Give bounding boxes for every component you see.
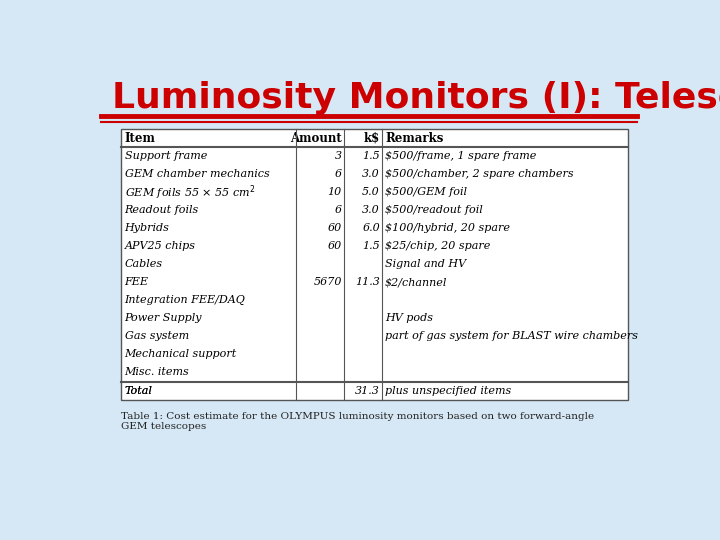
Text: 1.5: 1.5 [362, 151, 380, 161]
Text: part of gas system for BLAST wire chambers: part of gas system for BLAST wire chambe… [385, 332, 638, 341]
Text: 3: 3 [335, 151, 342, 161]
Text: 5.0: 5.0 [362, 187, 380, 197]
Text: Total: Total [125, 386, 153, 395]
Text: HV pods: HV pods [385, 313, 433, 323]
Text: Remarks: Remarks [385, 132, 444, 145]
Text: Hybrids: Hybrids [125, 224, 169, 233]
Text: Integration FEE/DAQ: Integration FEE/DAQ [125, 295, 246, 306]
Text: Signal and HV: Signal and HV [385, 259, 466, 269]
Text: Table 1: Cost estimate for the OLYMPUS luminosity monitors based on two forward-: Table 1: Cost estimate for the OLYMPUS l… [121, 412, 594, 431]
Text: Luminosity Monitors (I): Telescopes: Luminosity Monitors (I): Telescopes [112, 82, 720, 116]
FancyBboxPatch shape [121, 129, 629, 400]
Text: $100/hybrid, 20 spare: $100/hybrid, 20 spare [385, 224, 510, 233]
Text: k$: k$ [364, 132, 380, 145]
Text: 11.3: 11.3 [355, 278, 380, 287]
Text: 60: 60 [328, 241, 342, 251]
Text: Item: Item [125, 132, 156, 145]
Text: Support frame: Support frame [125, 151, 207, 161]
Text: 6: 6 [335, 170, 342, 179]
Text: 60: 60 [328, 224, 342, 233]
Text: GEM foils 55 $\times$ 55 cm$^2$: GEM foils 55 $\times$ 55 cm$^2$ [125, 183, 255, 201]
Text: Readout foils: Readout foils [125, 205, 199, 215]
Text: $500/frame, 1 spare frame: $500/frame, 1 spare frame [385, 151, 536, 161]
Text: Amount: Amount [290, 132, 342, 145]
Text: 3.0: 3.0 [362, 170, 380, 179]
Text: Gas system: Gas system [125, 332, 189, 341]
Text: $500/chamber, 2 spare chambers: $500/chamber, 2 spare chambers [385, 170, 574, 179]
Text: $500/readout foil: $500/readout foil [385, 205, 482, 215]
Text: Total: Total [125, 386, 153, 395]
Text: 10: 10 [328, 187, 342, 197]
Text: $2/channel: $2/channel [385, 278, 447, 287]
Text: 1.5: 1.5 [362, 241, 380, 251]
Text: 6: 6 [335, 205, 342, 215]
Text: FEE: FEE [125, 278, 148, 287]
Text: APV25 chips: APV25 chips [125, 241, 196, 251]
Text: plus unspecified items: plus unspecified items [385, 386, 511, 395]
Text: 6.0: 6.0 [362, 224, 380, 233]
Text: $25/chip, 20 spare: $25/chip, 20 spare [385, 241, 490, 251]
Text: Misc. items: Misc. items [125, 368, 189, 377]
Text: 31.3: 31.3 [355, 386, 380, 395]
Text: $500/GEM foil: $500/GEM foil [385, 187, 467, 197]
Text: Cables: Cables [125, 259, 163, 269]
Text: 5670: 5670 [313, 278, 342, 287]
Text: GEM chamber mechanics: GEM chamber mechanics [125, 170, 269, 179]
Text: Power Supply: Power Supply [125, 313, 202, 323]
Text: 3.0: 3.0 [362, 205, 380, 215]
Text: Mechanical support: Mechanical support [125, 349, 237, 360]
